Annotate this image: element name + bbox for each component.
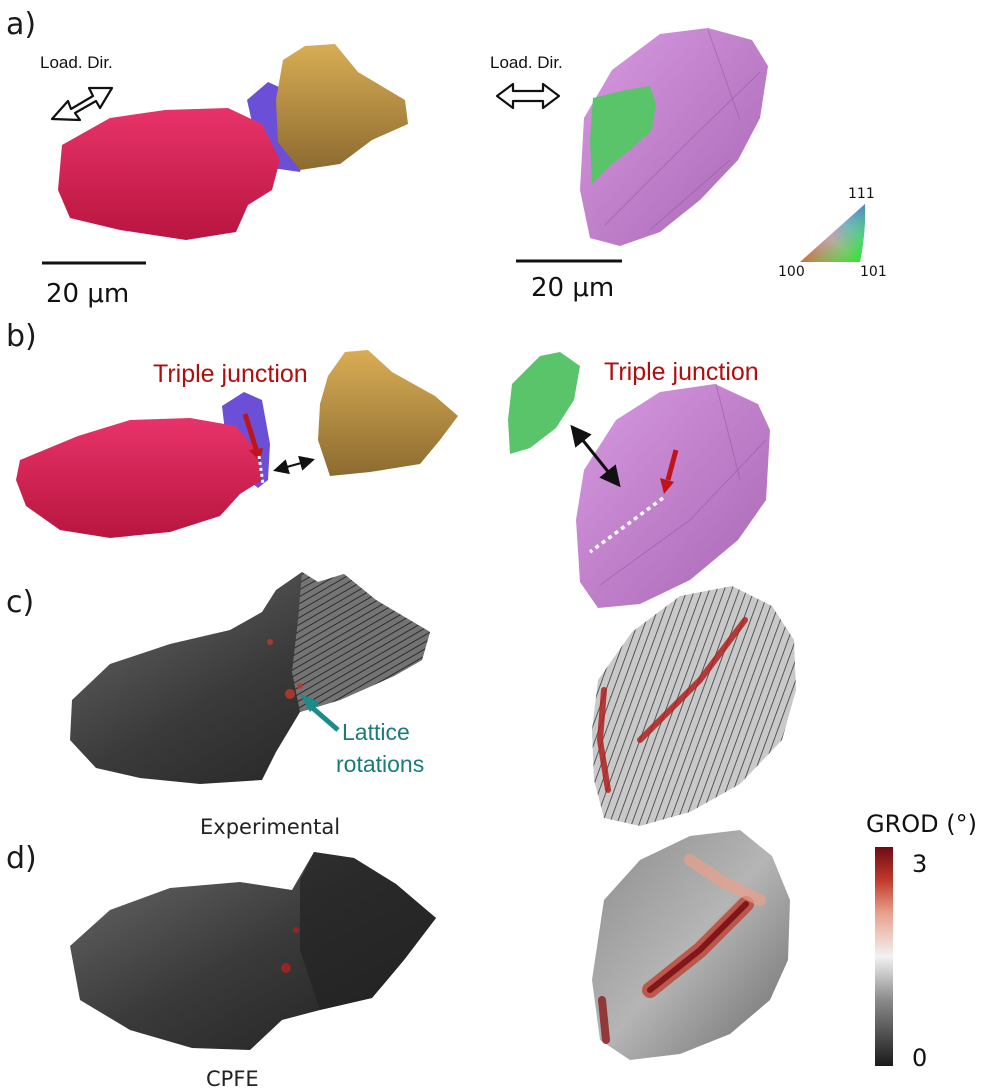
grod-colorbar — [875, 847, 893, 1066]
red-grain-b — [16, 418, 262, 538]
experimental-hotspots-right — [596, 617, 748, 793]
grain-boundary-dotted-right — [588, 496, 665, 554]
cpfe-hotspots-right — [598, 854, 766, 1044]
green-grain-a — [590, 86, 656, 184]
cpfe-grod-map-left-facet — [300, 852, 436, 1010]
magenta-grain-a — [580, 28, 768, 246]
separation-arrow-left — [273, 455, 315, 475]
scale-bar-label-right: 20 μm — [531, 273, 614, 303]
load-direction-label-right: Load. Dir. — [490, 53, 563, 72]
load-direction-arrow-right — [495, 82, 561, 110]
cpfe-hotspots-left — [281, 927, 299, 973]
load-direction-label-left: Load. Dir. — [40, 53, 113, 72]
gold-grain-b — [318, 350, 458, 476]
teal-arrow-head — [300, 694, 320, 712]
lattice-rotations-label-1: Lattice — [342, 719, 410, 745]
experimental-caption: Experimental — [200, 815, 340, 839]
grain-boundary-dotted-left — [257, 455, 265, 485]
experimental-grod-map-right — [592, 586, 796, 826]
red-arrow-left — [242, 413, 260, 453]
green-grain-b — [508, 352, 580, 454]
red-grain-a — [58, 108, 280, 240]
panel-a-label: a) — [6, 7, 36, 42]
triple-junction-label-right: Triple junction — [604, 358, 759, 386]
magenta-grain-a-facets — [604, 29, 761, 231]
panel-d-label: d) — [6, 841, 37, 876]
colorbar-max-label: 3 — [912, 850, 927, 878]
lattice-rotations-label-2: rotations — [336, 751, 424, 777]
ipf-key-100: 100 — [778, 264, 805, 280]
panel-c-label: c) — [6, 585, 34, 620]
ipf-color-key — [800, 204, 866, 262]
load-direction-arrow-left — [50, 86, 114, 122]
colorbar-title: GROD (°) — [866, 810, 977, 838]
colorbar-min-label: 0 — [912, 1044, 927, 1072]
experimental-hotspots-left — [267, 639, 303, 699]
separation-arrow-right — [570, 424, 621, 488]
red-arrow-right — [665, 449, 679, 481]
scale-bar-label-left: 20 μm — [46, 279, 129, 309]
experimental-striped-grain — [292, 572, 430, 712]
triple-junction-label-left: Triple junction — [153, 360, 308, 388]
magenta-grain-b-facets — [599, 383, 767, 586]
ipf-key-111: 111 — [848, 186, 875, 202]
gold-grain-a — [276, 44, 408, 170]
magenta-grain-b — [576, 384, 770, 608]
ipf-key-101: 101 — [860, 264, 887, 280]
cpfe-caption: CPFE — [206, 1067, 259, 1091]
red-arrow-right-head — [660, 478, 674, 494]
panel-b-label: b) — [6, 319, 37, 354]
